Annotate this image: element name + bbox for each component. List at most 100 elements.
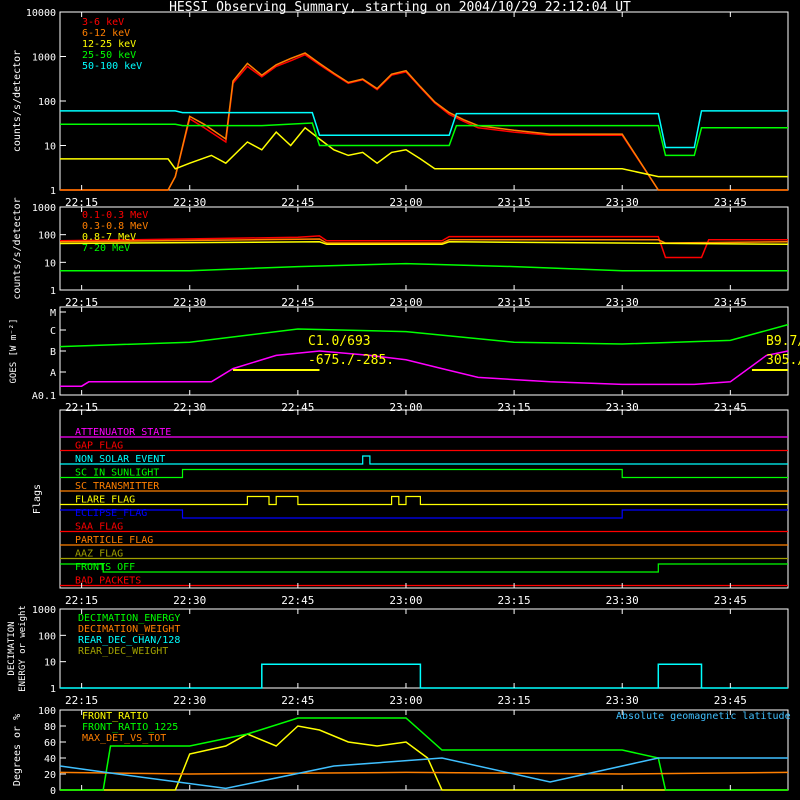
panel4-xtick-label-0: 22:15 [65,594,98,607]
panel4-frame [59,409,789,589]
panel2-xtick-label-4: 23:15 [498,296,531,309]
panel4-flag-line-2 [60,455,788,465]
panel1-xtick-label-4: 23:15 [498,196,531,209]
panel2-ytick-label-3: 1000 [32,203,56,214]
panel1-xtick-label-5: 23:30 [606,196,639,209]
panel3-ytick-label-3: C [50,326,56,337]
panel2-frame [59,206,789,291]
panel6-ytick-label-4: 80 [44,722,56,733]
panel5-xtick-label-3: 23:00 [389,694,422,707]
panel3-xtick-label-1: 22:30 [173,401,206,414]
panel4-flag-label-1: GAP_FLAG [75,441,123,452]
panel5-ytick-label-0: 1 [50,684,56,695]
panel2-legend-0: 0.1-0.3 MeV [82,210,148,221]
panel4-flag-label-6: ECLIPSE_FLAG [75,508,147,519]
panel6-ytick-label-0: 0 [50,786,56,797]
panel1-legend-1: 6-12 keV [82,28,130,39]
panel6-ytick-label-1: 20 [44,770,56,781]
panel6-legend-1: FRONT_RATIO_1225 [82,722,178,733]
panel2-series-0 [59,235,788,259]
panel2-xtick-label-0: 22:15 [65,296,98,309]
panel2-xtick-label-3: 23:00 [389,296,422,309]
panel4-xtick-label-6: 23:45 [714,594,747,607]
panel1-xtick-label-0: 22:15 [65,196,98,209]
panel4-flag-line-10 [60,563,788,573]
panel3-annotation-2: B9.7/ [766,334,800,349]
panel2-series-3 [60,262,788,272]
panel6-ytick-label-5: 100 [38,706,56,717]
panel3-annotation-0: C1.0/693 [308,334,371,349]
panel3-xtick-label-2: 22:45 [281,401,314,414]
panel5-xtick-label-1: 22:30 [173,694,206,707]
panel1-legend-3: 25-50 keV [82,50,136,61]
panel5-ytick-label-2: 100 [38,631,56,642]
panel3-ylabel: GOES [W m⁻²] [9,318,19,383]
panel4-flag-line-6 [60,509,788,519]
panel2-series-1 [59,238,789,244]
panel1-series-1 [60,52,788,191]
panel5-xtick-label-5: 23:30 [606,694,639,707]
panel5-legend-3: REAR_DEC_WEIGHT [78,646,168,657]
panel3-xtick-label-3: 23:00 [389,401,422,414]
panel3-ytick-label-1: A [50,368,56,379]
panel5-ylabel-1: DECIMATION [7,621,17,675]
panel3-xtick-label-0: 22:15 [65,401,98,414]
panel6-series-1 [60,717,788,791]
panel6-ylabel: Degrees or % [12,714,23,786]
panel3-xtick-label-6: 23:45 [714,401,747,414]
panel3-annotation-1: -675./-285. [308,353,394,368]
panel4-flag-label-3: SC_IN_SUNLIGHT [75,468,159,479]
panel4-flag-label-9: AAZ_FLAG [75,549,123,560]
panel5-legend-2: REAR_DEC_CHAN/128 [78,635,180,646]
panel2-xtick-label-1: 22:30 [173,296,206,309]
panel6-annotation-0: Absolute geomagnetic latitude [616,711,791,722]
panel1-xtick-label-3: 23:00 [389,196,422,209]
panel6-series-3 [59,757,788,790]
panel1-xtick-label-2: 22:45 [281,196,314,209]
panel4-flag-line-5 [60,495,788,506]
panel6-legend-0: FRONT_RATIO [82,711,148,722]
panel1-legend-4: 50-100 keV [82,61,142,72]
panel1-xtick-label-6: 23:45 [714,196,747,209]
panel2-ytick-label-2: 100 [38,231,56,242]
panel6-ytick-label-2: 40 [44,754,56,765]
panel1-frame [59,11,789,191]
panel3-series-0 [59,323,789,348]
panel3-xtick-label-4: 23:15 [498,401,531,414]
panel5-ytick-label-3: 1000 [32,605,56,616]
panel2-ytick-label-1: 10 [44,258,56,269]
panel3-annotation-3: 305./ [766,353,800,368]
panel4-flag-label-0: ATTENUATOR_STATE [75,427,171,438]
panel4-flag-label-4: SC_TRANSMITTER [75,481,160,492]
panel4-xtick-label-2: 22:45 [281,594,314,607]
panel3-xtick-label-5: 23:30 [606,401,639,414]
panel3-ytick-label-4: M [50,308,56,319]
panel4-flag-label-2: NON_SOLAR_EVENT [75,454,165,465]
panel1-series-2 [60,126,788,178]
panel4-ylabel: Flags [32,484,43,514]
panel3-ytick-label-0: A0.1 [32,391,56,402]
panel1-series-4 [60,110,788,149]
panel5-series-2 [60,663,788,689]
panel6-ytick-label-3: 60 [44,738,56,749]
panel4-flag-label-7: SAA_FLAG [75,522,123,533]
panel2-xtick-label-2: 22:45 [281,296,314,309]
panel3-ytick-label-2: B [50,347,56,358]
panel1-legend-0: 3-6 keV [82,17,124,28]
panel4-xtick-label-3: 23:00 [389,594,422,607]
panel5-legend-1: DECIMATION_WEIGHT [78,624,180,635]
panel1-ytick-label-2: 100 [38,97,56,108]
panel5-xtick-label-6: 23:45 [714,694,747,707]
panel1-legend-2: 12-25 keV [82,39,136,50]
panel6-frame [59,709,789,791]
panel2-ytick-label-0: 1 [50,286,56,297]
panel5-ytick-label-1: 10 [44,658,56,669]
panel1-ytick-label-4: 10000 [26,8,56,19]
panel2-xtick-label-5: 23:30 [606,296,639,309]
panel6-series-2 [59,771,789,775]
panel5-xtick-label-0: 22:15 [65,694,98,707]
panel5-ylabel-2: ENERGY or weight [18,605,28,692]
panel5-xtick-label-2: 22:45 [281,694,314,707]
panel4-flag-label-5: FLARE_FLAG [75,495,135,506]
